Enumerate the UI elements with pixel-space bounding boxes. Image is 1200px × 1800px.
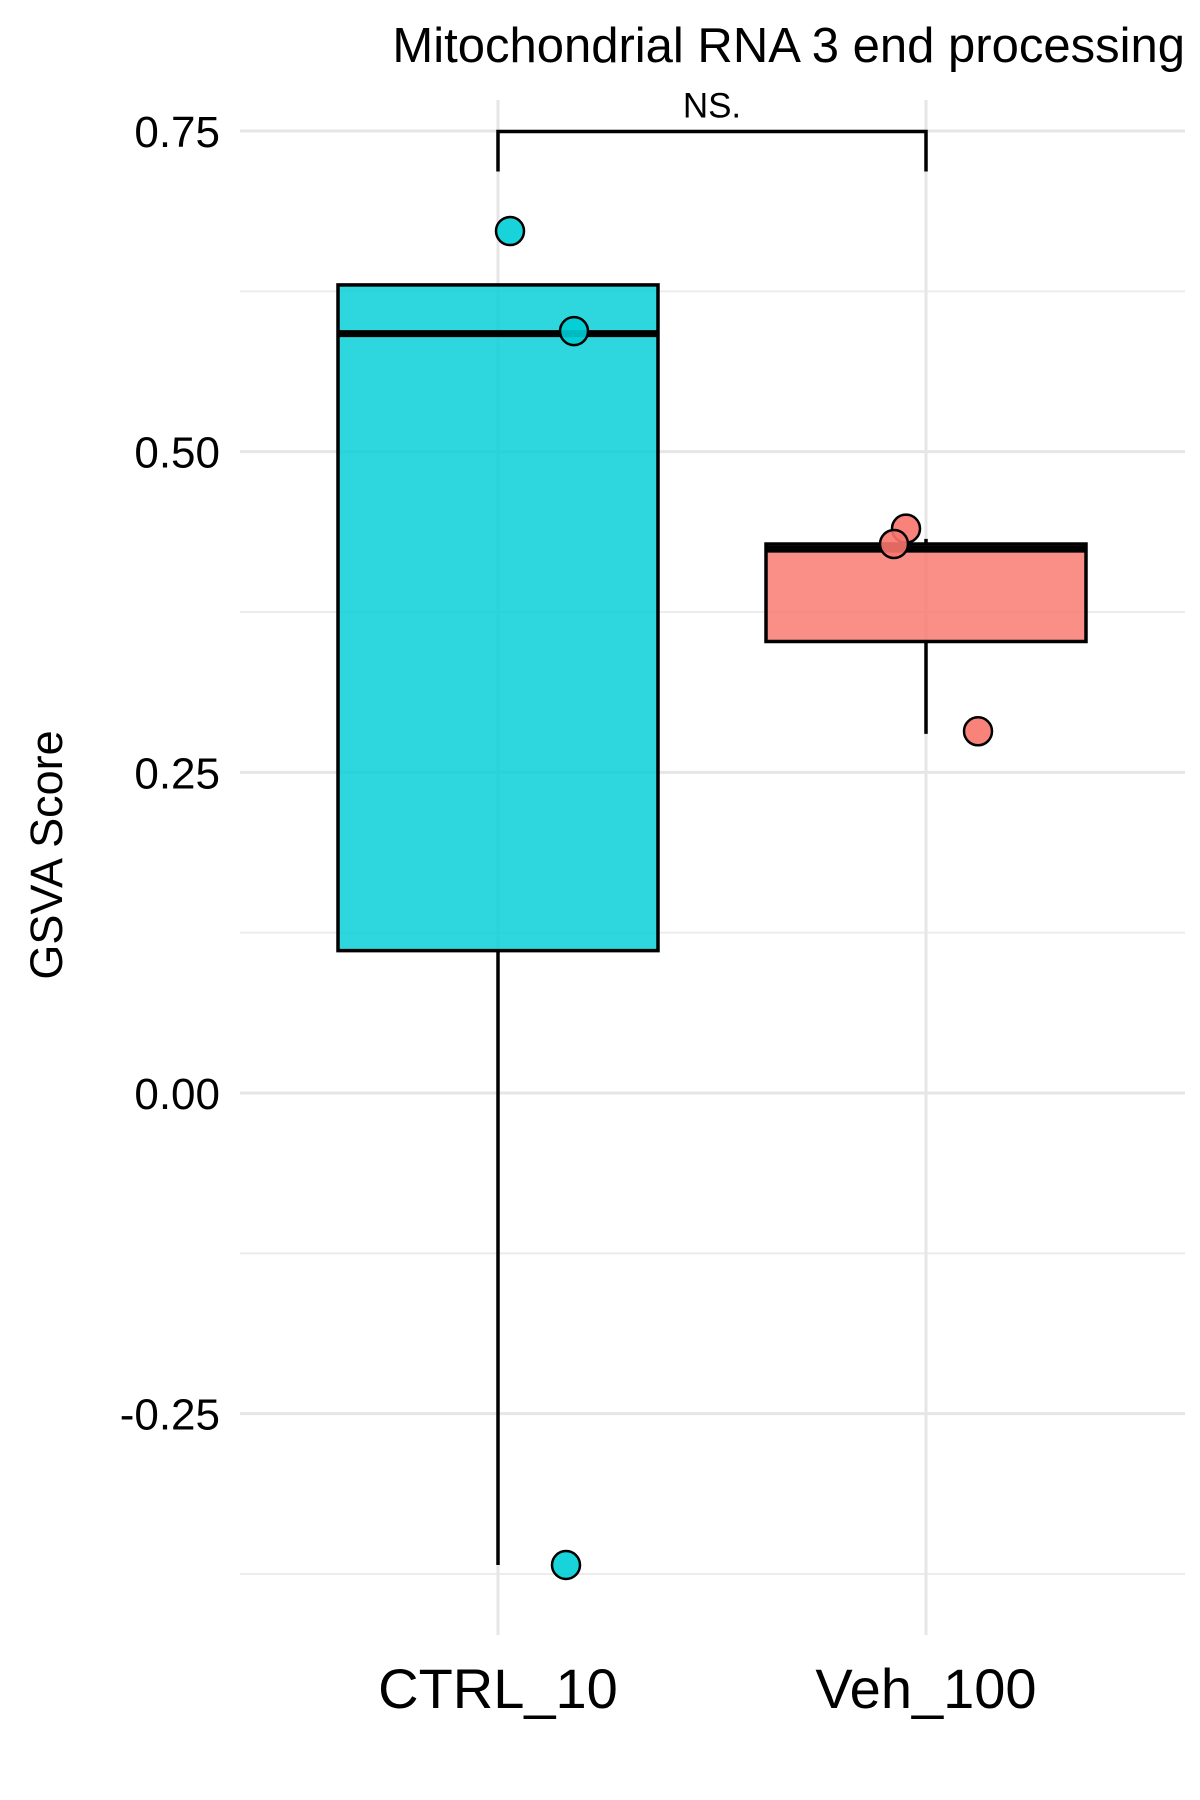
data-point [558,315,590,347]
chart-title: Mitochondrial RNA 3 end processing [392,19,1185,73]
data-point [962,716,994,747]
y-axis-label: GSVA Score [21,730,72,979]
y-tick-label: 0.00 [134,1070,220,1119]
x-axis: CTRL_10 Veh_100 [378,1657,1036,1720]
x-tick-label: Veh_100 [815,1657,1036,1720]
box-Veh_100 [764,542,1088,644]
annotations: NS. [496,86,928,172]
y-axis: -0.25 0.00 0.25 0.50 0.75 [120,108,220,1440]
data-point [878,528,910,560]
y-tick-label: 0.75 [134,108,220,157]
data-point [494,215,526,247]
x-tick-label: CTRL_10 [378,1657,618,1720]
significance-label: NS. [683,86,741,125]
data-point [550,1549,582,1581]
significance-bracket [496,129,928,172]
y-tick-label: 0.25 [134,749,220,798]
box-group [336,283,1088,1566]
y-tick-label: -0.25 [120,1391,220,1440]
data-points [494,215,994,1581]
y-tick-label: 0.50 [134,429,220,478]
box-CTRL_10 [336,283,660,953]
